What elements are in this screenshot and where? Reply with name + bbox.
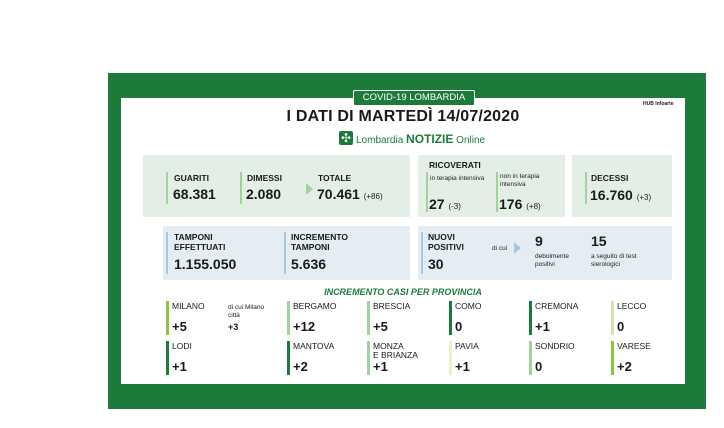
incremento-label: INCREMENTO TAMPONI [291,232,348,252]
nuovi-label: NUOVI POSITIVI [428,232,464,252]
hospitalized-box [418,155,565,217]
province-name: BRESCIA [373,301,411,311]
deboli-label: debolmente positivi [535,253,569,268]
province-value: +5 [172,319,187,334]
sierologici-label: a seguito di test sierologici [591,253,637,268]
recovered-box [143,155,410,217]
province-value: +1 [172,359,187,374]
terapia-value: 27 (-3) [429,196,461,212]
logo-icon: ✣ [339,131,353,145]
dimessi-bar [240,172,242,204]
ricoverati-label: RICOVERATI [429,160,481,170]
brand-main: NOTIZIE [406,132,454,146]
totale-value: 70.461 (+86) [317,186,383,202]
province-name: LODI [172,341,192,351]
non-terapia-bar [496,172,498,212]
decessi-number: 16.760 [590,187,633,203]
province-name: VARESE [617,341,651,351]
decessi-label: DECESSI [591,173,629,183]
province-name: SONDRIO [535,341,575,351]
province-value: +5 [373,319,388,334]
terapia-change: (-3) [448,202,461,211]
province-bar [529,341,532,375]
province-value: +1 [535,319,550,334]
province-bar [611,341,614,375]
terapia-label: in terapia intensiva [430,175,485,182]
province-bar [367,341,370,375]
incremento-value: 5.636 [291,256,327,272]
province-bar [611,301,614,335]
province-value: 0 [535,359,543,374]
province-bar [166,301,169,335]
totale-change: (+86) [363,192,383,201]
non-terapia-change: (+8) [526,202,541,211]
province-bar [449,301,452,335]
arrow-icon [514,242,521,254]
brand-suffix: Online [456,135,486,146]
province-bar [287,301,290,335]
province-name: COMO [455,301,482,311]
milano-city-label: di cui Milano città [228,304,265,319]
arrow-icon [306,183,313,195]
province-name: BERGAMO [293,301,337,311]
totale-number: 70.461 [317,186,360,202]
page-title: I DATI DI MARTEDÌ 14/07/2020 [286,108,520,125]
nuovi-bar [421,232,423,274]
guariti-label: GUARITI [174,173,209,183]
province-name: MONZA E BRIANZA [373,341,418,360]
brand-prefix: Lombardia [356,135,404,146]
province-bar [529,301,532,335]
province-bar [449,341,452,375]
topic-tag: COVID-19 LOMBARDIA [353,90,475,106]
dimessi-label: DIMESSI [247,173,282,183]
province-value: +2 [617,359,632,374]
provinces-title: INCREMENTO CASI PER PROVINCIA [324,287,482,297]
non-terapia-number: 176 [499,196,523,212]
province-bar [367,301,370,335]
province-value: 0 [617,319,625,334]
sierologici-value: 15 [591,233,607,249]
province-bar [287,341,290,375]
guariti-value: 68.381 [173,186,216,202]
ricoverati-bar [426,172,428,212]
deboli-value: 9 [535,233,543,249]
incremento-bar [284,232,286,274]
nuovi-value: 30 [428,256,444,272]
province-value: +12 [293,319,316,334]
province-value: +1 [373,359,388,374]
terapia-number: 27 [429,196,445,212]
milano-city-value: +3 [228,322,239,332]
decessi-value: 16.760 (+3) [590,187,651,203]
decessi-bar [585,172,587,204]
brand-name: Lombardia NOTIZIE Online [356,132,485,146]
province-name: PAVIA [455,341,479,351]
province-value: +1 [455,359,470,374]
tamponi-box [163,226,410,280]
non-terapia-label: non in terapia intensiva [500,173,540,188]
province-name: LECCO [617,301,647,311]
province-value: +2 [293,359,308,374]
tamponi-label: TAMPONI EFFETTUATI [174,232,226,252]
province-bar [166,341,169,375]
province-name: MILANO [172,301,205,311]
tamponi-value: 1.155.050 [174,256,237,272]
di-cui-label: di cui [492,245,508,252]
totale-label: TOTALE [318,173,352,183]
province-value: 0 [455,319,463,334]
guariti-bar [166,172,168,204]
province-name: CREMONA [535,301,579,311]
nuovi-positivi-box [418,226,672,280]
non-terapia-value: 176 (+8) [499,196,541,212]
decessi-change: (+3) [636,193,652,202]
dimessi-value: 2.080 [246,186,282,202]
province-name: MANTOVA [293,341,335,351]
deaths-box [572,155,672,217]
source-credit: HUB Infoarte [643,101,674,107]
tamponi-bar [166,232,168,274]
